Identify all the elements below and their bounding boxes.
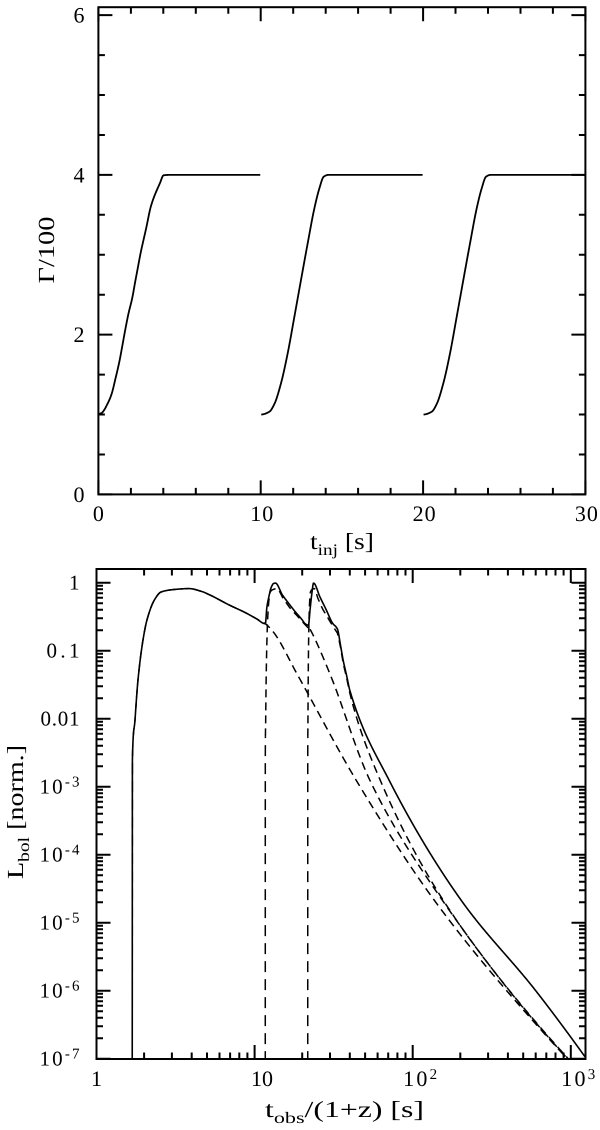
svg-text:0.1: 0.1 <box>47 639 80 663</box>
svg-text:1: 1 <box>69 571 80 595</box>
svg-text:0: 0 <box>93 501 104 526</box>
svg-text:20: 20 <box>413 501 436 526</box>
svg-text:30: 30 <box>575 501 598 526</box>
svg-text:10: 10 <box>251 1066 273 1091</box>
svg-text:10: 10 <box>250 501 273 526</box>
svg-text:6: 6 <box>74 3 85 28</box>
svg-text:4: 4 <box>74 162 85 187</box>
svg-text:1: 1 <box>91 1066 102 1091</box>
svg-text:10-7: 10 -7 <box>40 1047 81 1071</box>
svg-text:0: 0 <box>74 482 85 507</box>
svg-text:10-5: 10 -5 <box>40 911 80 935</box>
svg-text:Γ/100: Γ/100 <box>34 217 59 284</box>
svg-text:2: 2 <box>74 322 85 347</box>
svg-text:0.01: 0.01 <box>41 707 80 731</box>
